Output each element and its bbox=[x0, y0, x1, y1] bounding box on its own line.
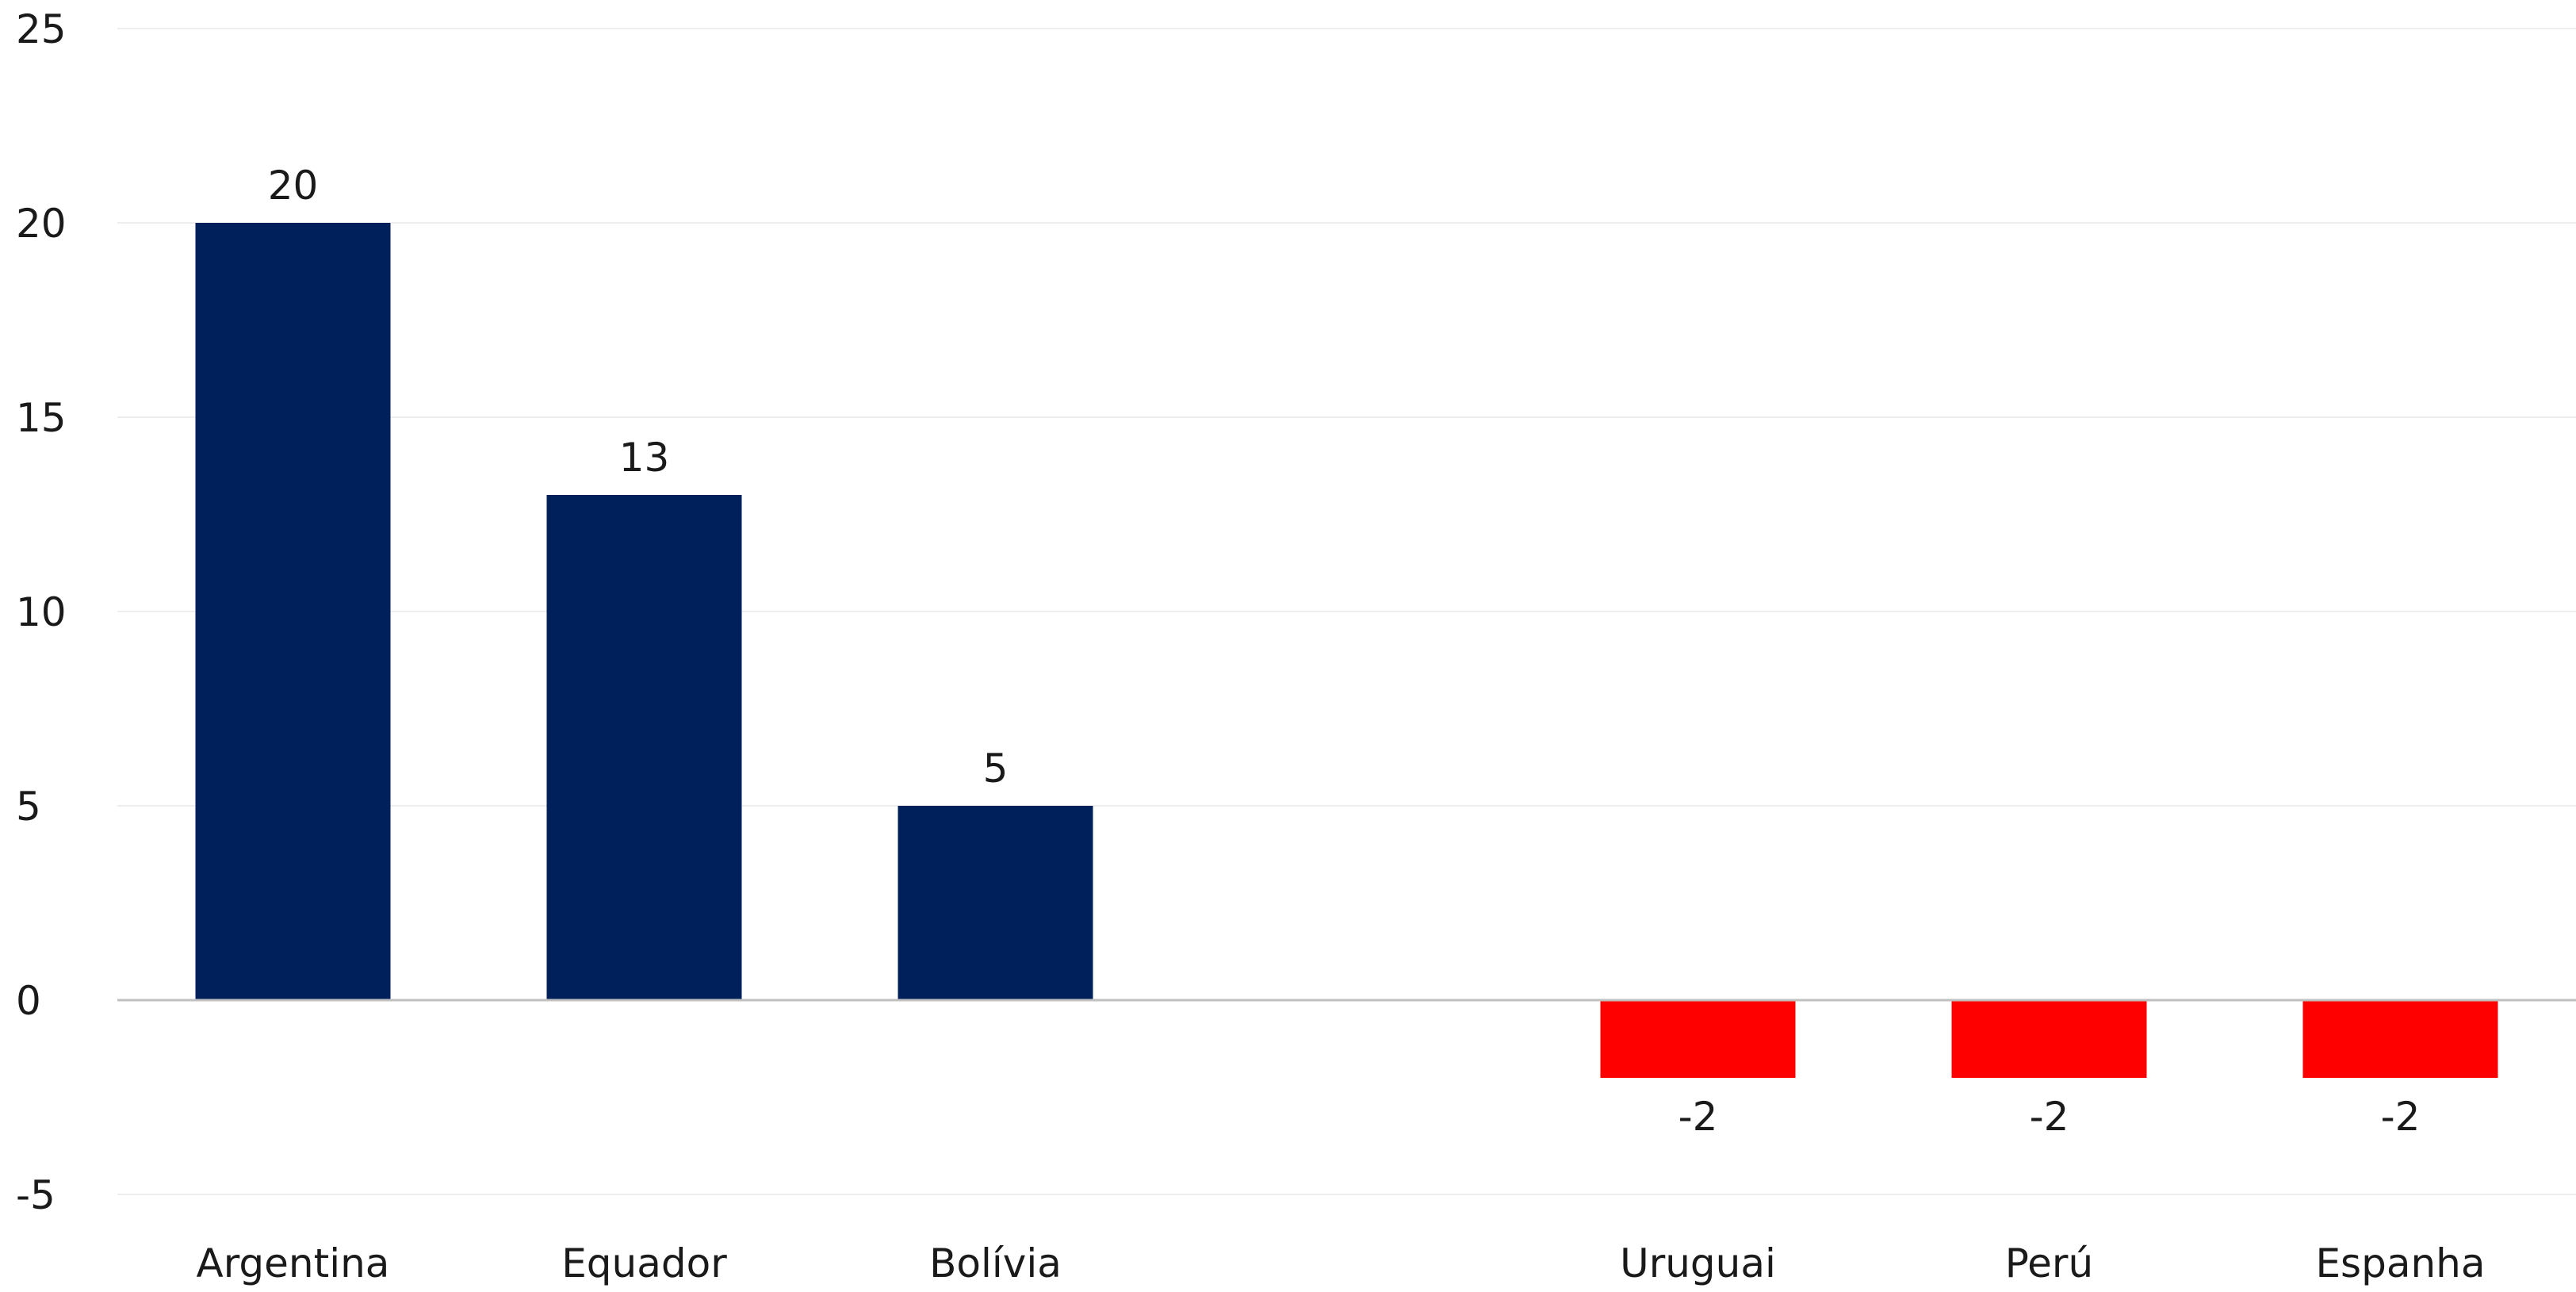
bar-bolívia bbox=[898, 806, 1093, 1000]
x-tick-label: Bolívia bbox=[929, 1240, 1062, 1286]
x-tick-label: Uruguai bbox=[1620, 1240, 1776, 1286]
y-axis-tick-labels: -5 0 5 10 15 20 25 bbox=[16, 6, 67, 1218]
x-axis-tick-labels: Argentina Equador Bolívia Uruguai Perú Espanh… bbox=[197, 1240, 2486, 1286]
data-label: -2 bbox=[2030, 1094, 2069, 1140]
bar-espanha bbox=[2302, 1000, 2498, 1078]
data-labels: 20 13 5 -2 -2 -2 bbox=[268, 163, 2421, 1140]
data-label: 13 bbox=[619, 435, 670, 481]
bar-argentina bbox=[195, 223, 391, 1000]
y-tick-label: 20 bbox=[16, 201, 67, 247]
gridlines bbox=[117, 28, 2576, 1195]
x-tick-label: Equador bbox=[561, 1240, 727, 1286]
bar-equador bbox=[546, 495, 742, 1000]
data-label: -2 bbox=[2381, 1094, 2421, 1140]
bars bbox=[195, 223, 2498, 1078]
y-tick-label: -5 bbox=[16, 1172, 56, 1218]
y-tick-label: 5 bbox=[16, 784, 41, 830]
data-label: 5 bbox=[983, 746, 1009, 792]
x-tick-label: Perú bbox=[2005, 1240, 2093, 1286]
bar-uruguai bbox=[1600, 1000, 1796, 1078]
data-label: -2 bbox=[1678, 1094, 1718, 1140]
y-tick-label: 25 bbox=[16, 6, 67, 52]
x-tick-label: Espanha bbox=[2315, 1240, 2485, 1286]
x-tick-label: Argentina bbox=[197, 1240, 390, 1286]
y-tick-label: 10 bbox=[16, 589, 67, 635]
bar-perú bbox=[1951, 1000, 2147, 1078]
data-label: 20 bbox=[268, 163, 319, 209]
y-tick-label: 0 bbox=[16, 978, 41, 1024]
y-tick-label: 15 bbox=[16, 395, 67, 441]
